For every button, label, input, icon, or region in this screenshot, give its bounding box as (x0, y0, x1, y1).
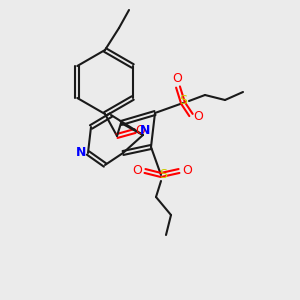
Text: N: N (76, 146, 86, 160)
Text: O: O (172, 73, 182, 85)
Text: O: O (193, 110, 203, 124)
Text: O: O (135, 124, 145, 137)
Text: S: S (159, 169, 167, 182)
Text: N: N (140, 124, 150, 136)
Text: O: O (132, 164, 142, 176)
Text: O: O (182, 164, 192, 176)
Text: S: S (179, 94, 187, 107)
